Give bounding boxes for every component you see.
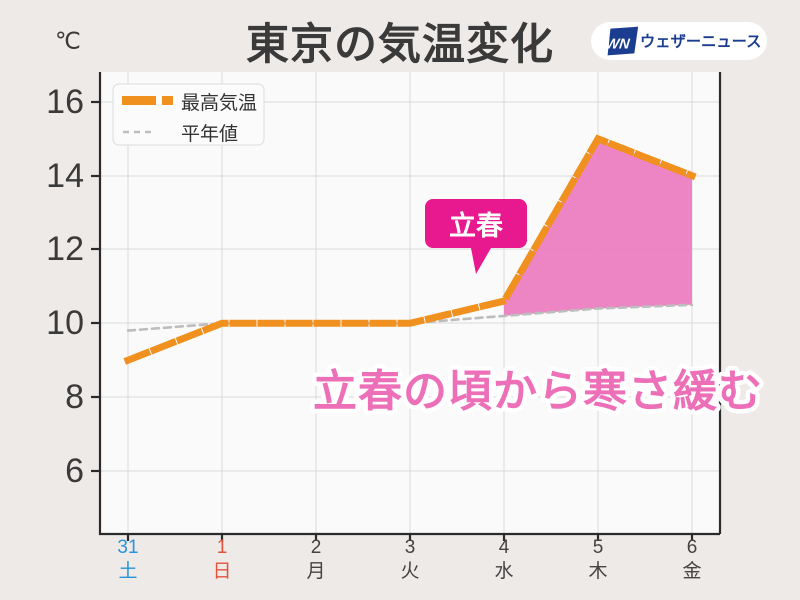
svg-text:31: 31 xyxy=(117,537,138,558)
svg-text:8: 8 xyxy=(65,378,84,416)
svg-text:平年値: 平年値 xyxy=(181,123,238,145)
svg-text:4: 4 xyxy=(499,537,510,558)
svg-text:2: 2 xyxy=(311,537,322,558)
svg-text:3: 3 xyxy=(405,537,416,558)
svg-text:6: 6 xyxy=(65,452,84,490)
svg-text:木: 木 xyxy=(588,560,607,582)
svg-text:立春の頃から寒さ緩む: 立春の頃から寒さ緩む xyxy=(313,367,763,416)
svg-text:14: 14 xyxy=(46,157,84,195)
svg-text:水: 水 xyxy=(494,560,513,582)
svg-text:12: 12 xyxy=(46,230,84,268)
svg-text:日: 日 xyxy=(212,561,231,582)
svg-text:16: 16 xyxy=(46,83,84,121)
svg-text:最高気温: 最高気温 xyxy=(181,92,257,114)
svg-text:月: 月 xyxy=(306,561,325,582)
svg-text:立春: 立春 xyxy=(449,210,504,241)
svg-text:10: 10 xyxy=(46,304,84,342)
svg-text:火: 火 xyxy=(400,561,419,582)
svg-text:1: 1 xyxy=(217,537,228,558)
svg-text:5: 5 xyxy=(593,537,604,558)
svg-text:6: 6 xyxy=(687,537,698,558)
svg-text:土: 土 xyxy=(118,560,137,582)
svg-text:金: 金 xyxy=(682,560,701,582)
